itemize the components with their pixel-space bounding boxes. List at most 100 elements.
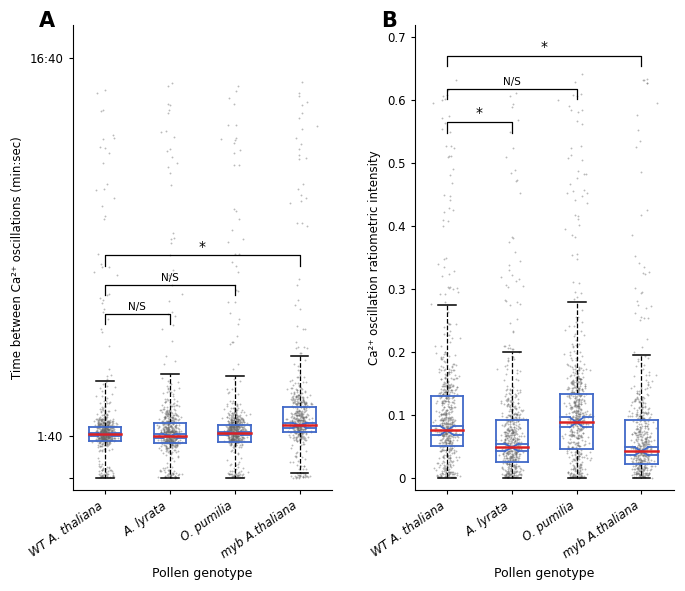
Point — [447, 469, 458, 479]
Point — [443, 427, 454, 437]
Point — [287, 440, 298, 450]
Point — [569, 472, 580, 481]
Point — [224, 423, 235, 433]
Point — [567, 454, 578, 463]
Point — [506, 453, 516, 462]
Point — [104, 428, 115, 437]
Point — [169, 414, 180, 423]
Point — [295, 430, 306, 440]
Point — [233, 468, 244, 478]
Point — [299, 421, 310, 430]
Point — [221, 425, 232, 434]
Point — [637, 456, 648, 466]
Point — [101, 422, 112, 431]
Point — [571, 392, 582, 402]
Point — [451, 382, 462, 392]
Point — [297, 420, 308, 430]
Point — [576, 395, 587, 404]
Point — [228, 421, 239, 431]
Point — [436, 472, 447, 481]
Point — [516, 443, 527, 453]
Point — [224, 432, 235, 441]
Point — [295, 424, 306, 433]
Point — [451, 436, 462, 445]
Point — [640, 428, 651, 437]
Point — [627, 470, 638, 480]
Point — [164, 418, 175, 428]
Point — [163, 446, 174, 456]
Point — [231, 417, 242, 427]
Point — [436, 437, 447, 446]
Point — [95, 399, 105, 408]
Point — [98, 430, 109, 439]
Point — [497, 462, 508, 472]
Point — [295, 433, 306, 442]
Point — [297, 427, 308, 437]
Point — [447, 460, 458, 470]
Point — [100, 427, 111, 437]
Point — [433, 259, 444, 268]
Point — [93, 433, 104, 443]
Point — [297, 473, 308, 482]
Point — [235, 434, 246, 443]
Point — [227, 431, 238, 441]
Point — [101, 423, 112, 433]
Point — [103, 427, 114, 437]
Point — [571, 417, 582, 427]
Point — [447, 443, 458, 453]
Point — [234, 145, 245, 155]
Point — [508, 460, 519, 470]
Point — [438, 433, 449, 442]
Point — [232, 420, 243, 429]
Point — [292, 427, 303, 436]
Point — [295, 431, 306, 441]
Point — [229, 423, 240, 432]
Point — [501, 417, 512, 426]
Point — [97, 465, 108, 474]
Point — [635, 365, 646, 375]
Point — [440, 407, 451, 417]
Point — [436, 410, 447, 419]
Point — [642, 433, 653, 442]
Point — [223, 426, 234, 435]
Point — [577, 428, 588, 437]
Point — [233, 82, 244, 91]
Point — [230, 431, 241, 440]
Point — [229, 418, 240, 427]
Point — [108, 428, 119, 437]
Point — [95, 293, 105, 302]
Point — [227, 431, 238, 441]
Point — [98, 428, 109, 437]
Point — [510, 438, 521, 447]
Point — [160, 434, 171, 444]
Point — [571, 340, 582, 349]
Point — [444, 412, 455, 421]
Point — [571, 433, 582, 442]
Point — [581, 198, 592, 207]
Point — [636, 470, 647, 480]
Point — [295, 427, 306, 437]
Point — [495, 435, 506, 444]
Point — [636, 393, 647, 402]
Point — [232, 423, 242, 432]
Point — [93, 420, 104, 429]
Point — [97, 431, 108, 440]
Point — [289, 417, 300, 427]
Point — [566, 383, 577, 392]
Point — [443, 383, 453, 392]
Point — [630, 472, 641, 482]
Point — [102, 430, 113, 440]
Point — [638, 439, 649, 449]
Point — [434, 426, 445, 435]
Point — [436, 391, 447, 400]
Point — [436, 391, 447, 400]
Point — [503, 472, 514, 481]
Point — [229, 434, 240, 443]
Point — [92, 423, 103, 433]
Point — [571, 433, 582, 443]
Point — [225, 432, 236, 441]
Point — [635, 460, 646, 470]
Point — [497, 444, 508, 453]
Point — [569, 464, 580, 473]
Point — [110, 433, 121, 443]
